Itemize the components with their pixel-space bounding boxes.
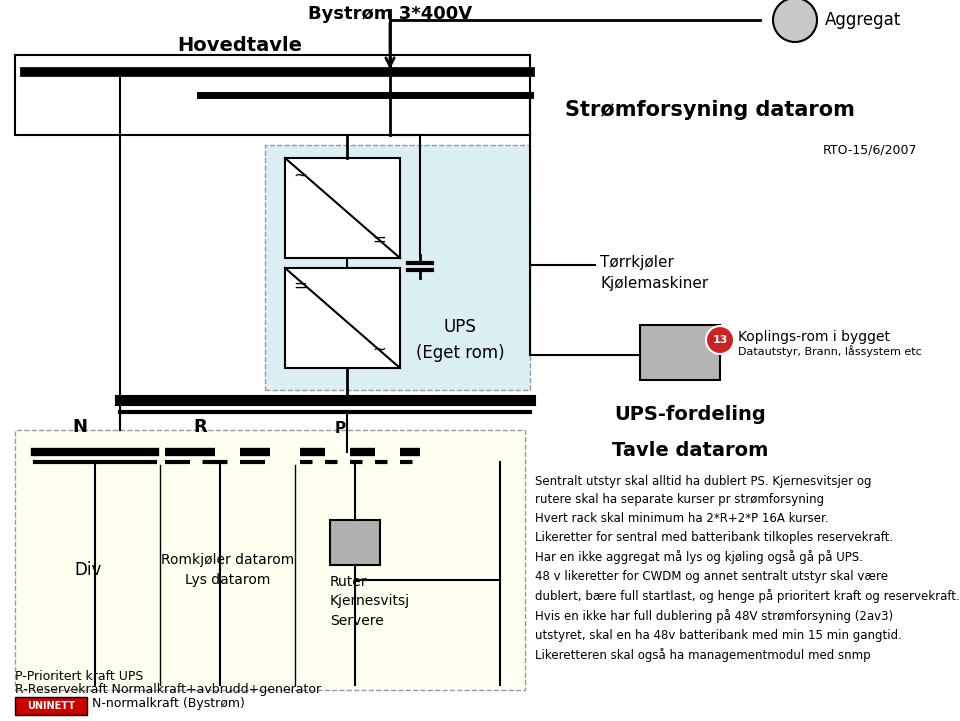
Text: 48 v likeretter for CWDM og annet sentralt utstyr skal være
dublert, bære full s: 48 v likeretter for CWDM og annet sentra…	[535, 570, 960, 661]
Bar	[640, 325, 720, 380]
Circle shape	[773, 0, 817, 42]
Text: N: N	[73, 418, 87, 436]
Bar	[15, 430, 525, 690]
Text: Romkjøler datarom
Lys datarom: Romkjøler datarom Lys datarom	[161, 553, 295, 588]
Text: Hovedtavle: Hovedtavle	[178, 36, 302, 55]
Text: N-normalkraft (Bystrøm): N-normalkraft (Bystrøm)	[92, 697, 245, 710]
Bar	[285, 268, 400, 368]
Text: Bystrøm 3*400V: Bystrøm 3*400V	[308, 5, 472, 23]
Circle shape	[706, 326, 734, 354]
Text: Strømforsyning datarom: Strømforsyning datarom	[565, 100, 855, 120]
Text: P-Prioritert kraft UPS: P-Prioritert kraft UPS	[15, 670, 143, 683]
Bar	[330, 520, 380, 565]
Text: R-Reservekraft Normalkraft+avbrudd+generator: R-Reservekraft Normalkraft+avbrudd+gener…	[15, 684, 322, 696]
Text: Aggregat: Aggregat	[825, 11, 901, 29]
Text: Sentralt utstyr skal alltid ha dublert PS. Kjernesvitsjer og
rutere skal ha sepa: Sentralt utstyr skal alltid ha dublert P…	[535, 475, 893, 564]
Text: =: =	[293, 277, 307, 295]
Text: UNINETT: UNINETT	[27, 701, 75, 711]
Text: ~: ~	[372, 341, 386, 359]
Text: Tørrkjøler
Kjølemaskiner: Tørrkjøler Kjølemaskiner	[600, 255, 708, 291]
Text: P: P	[334, 421, 346, 436]
Text: 13: 13	[712, 335, 728, 345]
Text: UPS
(Eget rom): UPS (Eget rom)	[416, 319, 504, 361]
Text: UPS-fordeling: UPS-fordeling	[614, 405, 766, 425]
Text: ~: ~	[293, 167, 307, 185]
Text: Koplings-rom i bygget: Koplings-rom i bygget	[738, 330, 890, 344]
Bar	[285, 158, 400, 258]
Text: Div: Div	[74, 561, 102, 579]
Text: Datautstyr, Brann, låssystem etc: Datautstyr, Brann, låssystem etc	[738, 345, 922, 357]
Text: R: R	[193, 418, 206, 436]
Bar	[15, 697, 87, 715]
Text: Ruter
Kjernesvitsj
Servere: Ruter Kjernesvitsj Servere	[330, 575, 410, 628]
Text: Tavle datarom: Tavle datarom	[612, 441, 768, 459]
Bar	[265, 145, 530, 390]
Text: =: =	[372, 231, 386, 249]
Text: RTO-15/6/2007: RTO-15/6/2007	[823, 143, 917, 156]
Bar	[15, 55, 530, 135]
